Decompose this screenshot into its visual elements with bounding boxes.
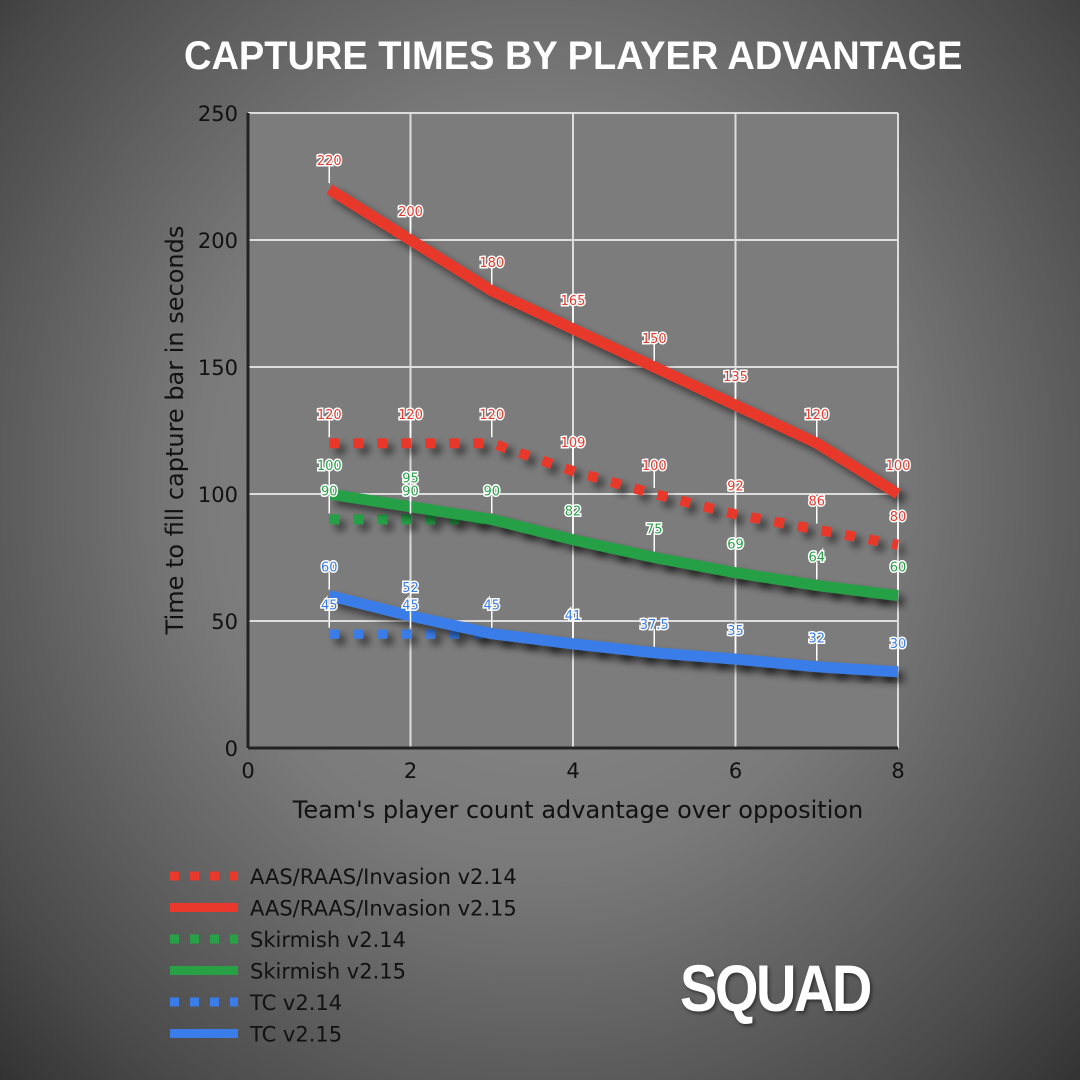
data-label: 100 <box>642 459 667 474</box>
legend-label: Skirmish v2.15 <box>250 960 406 984</box>
series-line-0 <box>329 438 899 550</box>
legend: AAS/RAAS/Invasion v2.14 AAS/RAAS/Invasion… <box>170 865 517 1047</box>
data-label: 45 <box>321 599 338 614</box>
x-tick-label: 8 <box>891 759 904 783</box>
legend-label: AAS/RAAS/Invasion v2.14 <box>250 865 517 889</box>
data-label: 95 <box>402 472 419 487</box>
data-label: 200 <box>398 205 423 220</box>
y-tick-label: 250 <box>198 102 238 126</box>
data-label: 75 <box>646 523 663 538</box>
x-tick-label: 2 <box>404 759 417 783</box>
data-label: 37.5 <box>640 618 669 633</box>
data-label: 64 <box>808 550 825 565</box>
data-label: 135 <box>723 370 748 385</box>
y-tick-label: 50 <box>211 610 238 634</box>
x-tick-label: 4 <box>566 759 579 783</box>
chart-title: CAPTURE TIMES BY PLAYER ADVANTAGE <box>184 34 963 78</box>
data-label: 32 <box>808 632 825 647</box>
x-tick-label: 0 <box>241 759 254 783</box>
data-label: 86 <box>808 495 825 510</box>
data-label: 45 <box>483 599 500 614</box>
data-label: 92 <box>727 479 744 494</box>
squad-logo: SQUAD <box>680 951 872 1025</box>
series-line-5 <box>327 590 899 678</box>
data-label: 150 <box>642 332 667 347</box>
data-label: 100 <box>317 459 342 474</box>
legend-label: TC v2.14 <box>249 991 342 1015</box>
data-label: 165 <box>561 294 586 309</box>
data-label: 109 <box>561 436 586 451</box>
data-label: 60 <box>890 561 907 576</box>
legend-label: TC v2.15 <box>249 1023 342 1047</box>
data-label: 180 <box>479 256 504 271</box>
x-axis-label: Team's player count advantage over oppos… <box>292 796 864 824</box>
data-label: 30 <box>890 637 907 652</box>
y-tick-label: 200 <box>198 229 238 253</box>
legend-label: AAS/RAAS/Invasion v2.15 <box>250 897 517 921</box>
data-label: 120 <box>479 408 504 423</box>
data-label: 120 <box>804 408 829 423</box>
legend-label: Skirmish v2.14 <box>250 928 406 952</box>
y-tick-label: 0 <box>225 737 238 761</box>
data-label: 120 <box>398 408 423 423</box>
data-label: 120 <box>317 408 342 423</box>
data-label: 35 <box>727 624 744 639</box>
y-tick-label: 100 <box>198 483 238 507</box>
series-line-3 <box>328 488 899 602</box>
y-tick-label: 150 <box>198 356 238 380</box>
series-line-1 <box>326 184 901 499</box>
data-label: 220 <box>317 154 342 169</box>
data-label: 41 <box>565 609 582 624</box>
data-label: 90 <box>321 484 338 499</box>
x-tick-label: 6 <box>729 759 742 783</box>
data-label: 69 <box>727 538 744 553</box>
data-label: 80 <box>890 510 907 525</box>
y-axis-label: Time to fill capture bar in seconds <box>161 226 189 636</box>
data-label: 100 <box>886 459 911 474</box>
data-label: 60 <box>321 561 338 576</box>
data-label: 82 <box>565 505 582 520</box>
data-label: 90 <box>483 484 500 499</box>
data-label: 52 <box>402 581 419 596</box>
